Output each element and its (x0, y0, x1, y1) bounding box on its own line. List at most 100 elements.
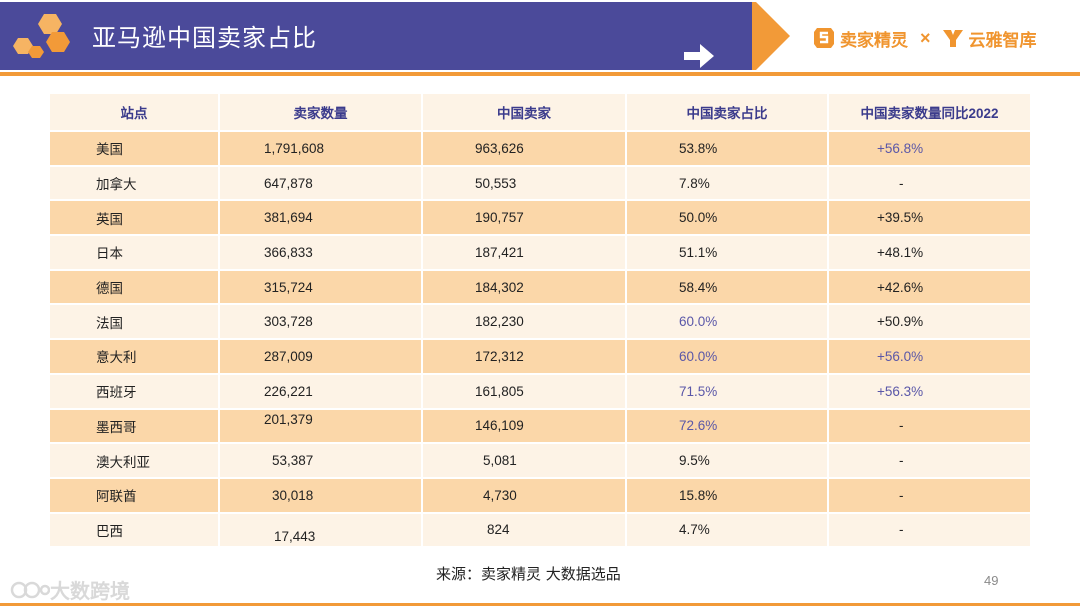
footer-divider (0, 603, 1080, 606)
column-header: 站点 (50, 94, 220, 130)
china-share-cell: 72.6% (627, 409, 829, 443)
site-cell: 意大利 (50, 340, 220, 373)
china-share-cell: 51.1% (627, 236, 829, 269)
yoy-cell: - (899, 522, 904, 538)
column-header: 卖家数量 (220, 94, 423, 130)
slide-header: 亚马逊中国卖家占比 卖家精灵 × 云雅智库 (0, 0, 1080, 76)
yoy-cell: +56.3% (877, 383, 924, 399)
china-sellers-cell: 146,109 (423, 409, 627, 443)
site-cell: 德国 (50, 270, 220, 304)
maijia-logo-icon (814, 28, 834, 48)
sellers-cell: 303,728 (220, 305, 423, 339)
table-header-row: 站点 卖家数量 中国卖家 中国卖家占比 中国卖家数量同比2022 (50, 94, 1030, 132)
china-sellers-cell: 172,312 (423, 340, 627, 373)
china-sellers-cell: 4,730 (423, 478, 627, 512)
table-row: 墨西哥 201,379 146,109 72.6% - (50, 409, 1030, 445)
china-share-cell: 71.5% (627, 374, 829, 408)
china-share-cell: 4.7% (627, 513, 829, 547)
china-sellers-cell: 182,230 (423, 305, 627, 339)
site-cell: 美国 (50, 132, 220, 165)
site-cell: 日本 (50, 236, 220, 269)
white-arrow-icon (684, 44, 714, 68)
china-share-cell: 60.0% (627, 340, 829, 373)
table-row: 英国 381,694 190,757 50.0% +39.5% (50, 201, 1030, 237)
orange-arrow-icon (752, 2, 790, 70)
table-row: 德国 315,724 184,302 58.4% +42.6% (50, 270, 1030, 306)
header-divider (0, 72, 1080, 76)
china-sellers-cell: 50,553 (423, 166, 627, 200)
sellers-cell: 1,791,608 (220, 132, 423, 165)
yoy-cell: +50.9% (877, 314, 924, 330)
site-cell: 英国 (50, 201, 220, 235)
table-row: 澳大利亚 53,387 5,081 9.5% - (50, 444, 1030, 479)
yoy-cell: - (899, 418, 904, 434)
sellers-cell: 647,878 (220, 166, 423, 200)
yoy-cell: +39.5% (877, 210, 924, 226)
column-header: 中国卖家数量同比2022 (860, 106, 999, 121)
yoy-cell: - (899, 175, 904, 191)
site-cell: 墨西哥 (50, 409, 220, 443)
watermark-label: 大数跨境 (50, 579, 130, 603)
brand-logos: 卖家精灵 × 云雅智库 (812, 22, 1037, 54)
table-row: 法国 303,728 182,230 60.0% +50.9% (50, 305, 1030, 341)
title-band (0, 2, 752, 70)
china-sellers-cell: 184,302 (423, 270, 627, 304)
site-cell: 西班牙 (50, 374, 220, 408)
china-sellers-cell: 5,081 (423, 444, 627, 477)
china-share-cell: 58.4% (627, 270, 829, 304)
site-cell: 阿联酋 (50, 478, 220, 512)
page-number: 49 (984, 573, 999, 588)
watermark: 大数跨境 (10, 575, 130, 604)
yoy-cell: +56.8% (877, 140, 924, 156)
sellers-cell: 366,833 (220, 236, 423, 269)
site-cell: 巴西 (50, 513, 220, 547)
table-row: 加拿大 647,878 50,553 7.8% - (50, 166, 1030, 202)
table-row: 阿联酋 30,018 4,730 15.8% - (50, 478, 1030, 514)
seller-share-table: 站点 卖家数量 中国卖家 中国卖家占比 中国卖家数量同比2022 美国 1,79… (50, 94, 1030, 549)
site-cell: 澳大利亚 (50, 444, 220, 477)
brand-yunya: 云雅智库 (941, 26, 1037, 51)
sellers-cell: 17,443 (220, 513, 423, 547)
source-note: 来源：卖家精灵 大数据选品 (436, 565, 621, 583)
table-row: 日本 366,833 187,421 51.1% +48.1% (50, 236, 1030, 271)
sellers-cell: 315,724 (220, 270, 423, 304)
table-row: 西班牙 226,221 161,805 71.5% +56.3% (50, 374, 1030, 410)
yoy-cell: - (899, 453, 904, 469)
china-sellers-cell: 187,421 (423, 236, 627, 269)
yunya-logo-icon (942, 30, 963, 47)
china-share-cell: 7.8% (627, 166, 829, 200)
site-cell: 加拿大 (50, 166, 220, 200)
yoy-cell: +48.1% (877, 244, 924, 260)
table-row: 意大利 287,009 172,312 60.0% +56.0% (50, 340, 1030, 375)
china-share-cell: 50.0% (627, 201, 829, 235)
china-sellers-cell: 824 (423, 513, 627, 547)
sellers-cell: 226,221 (220, 374, 423, 408)
china-share-cell: 53.8% (627, 132, 829, 165)
hexagon-cluster-icon (13, 14, 70, 58)
column-header: 中国卖家 (423, 94, 627, 130)
china-sellers-cell: 161,805 (423, 374, 627, 408)
china-share-cell: 60.0% (627, 305, 829, 339)
site-cell: 法国 (50, 305, 220, 339)
column-header: 中国卖家占比 (627, 94, 829, 130)
table-row: 美国 1,791,608 963,626 53.8% +56.8% (50, 132, 1030, 167)
page-title: 亚马逊中国卖家占比 (92, 24, 317, 52)
china-share-cell: 9.5% (627, 444, 829, 477)
brand-maijia: 卖家精灵 (812, 26, 908, 51)
sellers-cell: 30,018 (220, 478, 423, 512)
sellers-cell: 53,387 (220, 444, 423, 477)
table-row: 巴西 17,443 824 4.7% - (50, 513, 1030, 549)
sellers-cell: 381,694 (220, 201, 423, 235)
china-sellers-cell: 963,626 (423, 132, 627, 165)
china-share-cell: 15.8% (627, 478, 829, 512)
yoy-cell: +56.0% (877, 348, 924, 364)
watermark-logo-icon (10, 581, 50, 598)
times-sign: × (920, 27, 931, 48)
sellers-cell: 287,009 (220, 340, 423, 373)
brand-right-label: 云雅智库 (968, 30, 1037, 51)
brand-left-label: 卖家精灵 (840, 30, 908, 51)
yoy-cell: - (899, 487, 904, 503)
china-sellers-cell: 190,757 (423, 201, 627, 235)
yoy-cell: +42.6% (877, 279, 924, 295)
sellers-cell: 201,379 (220, 409, 423, 443)
